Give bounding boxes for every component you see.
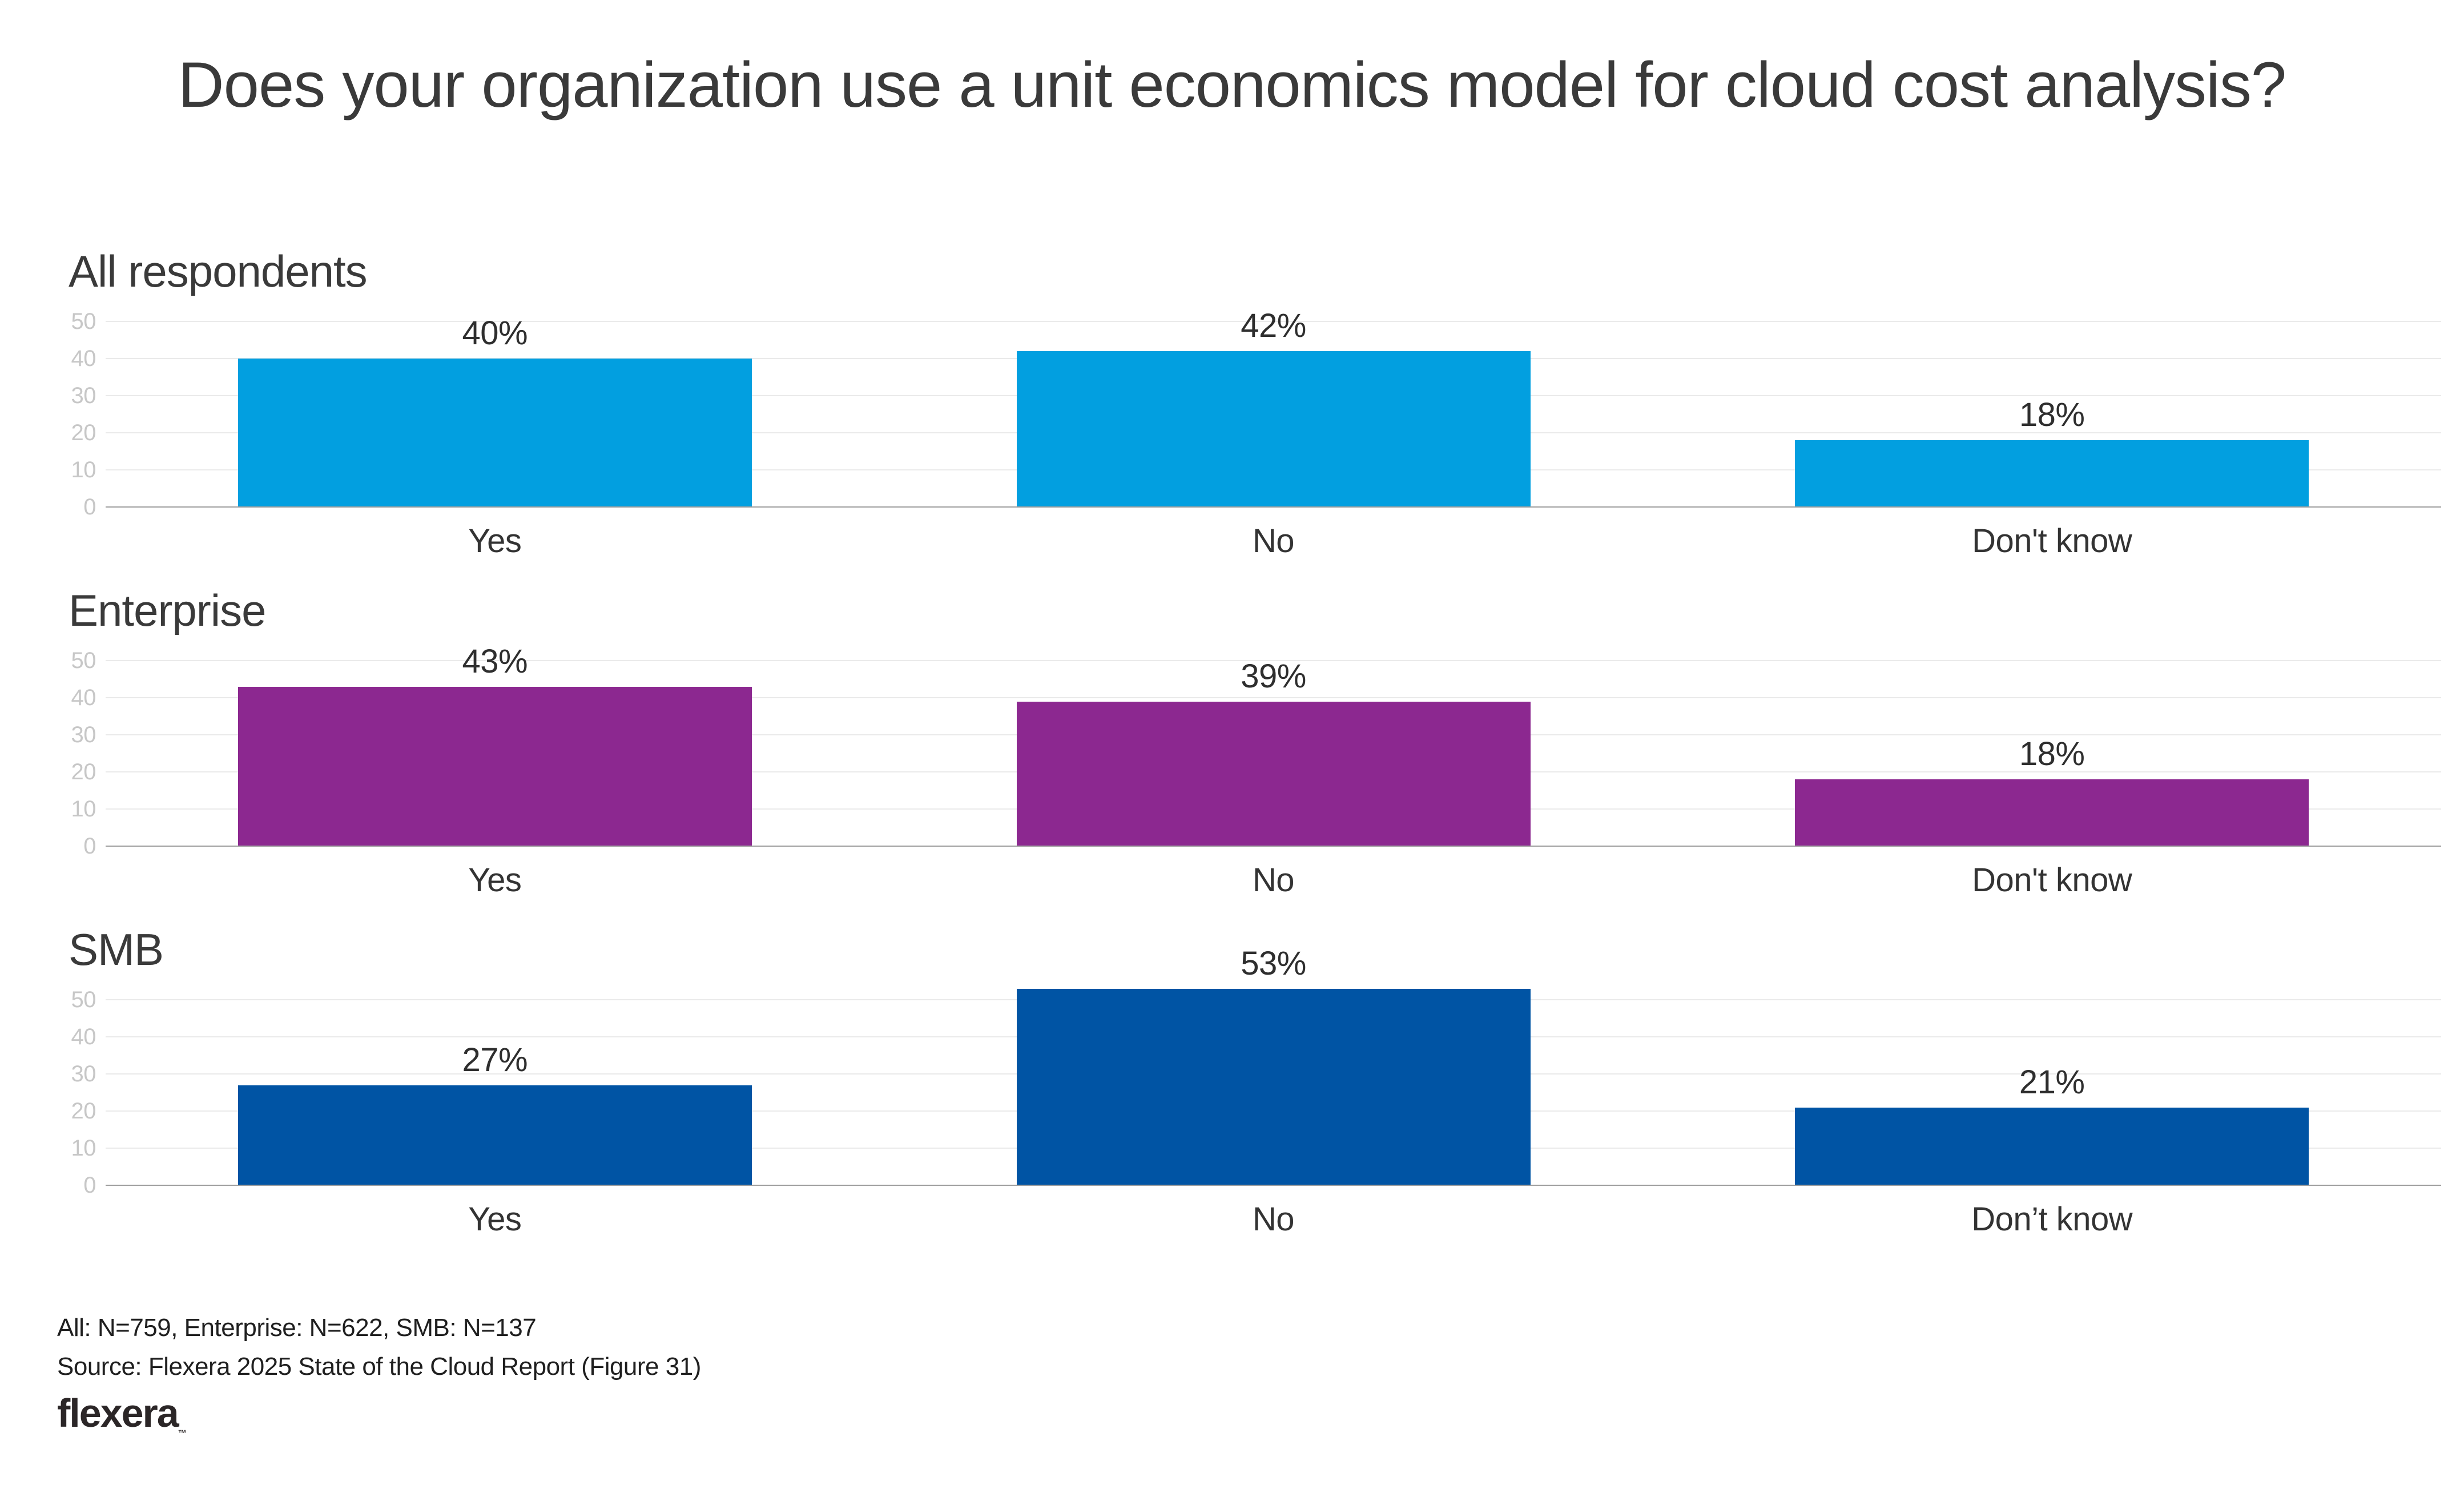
y-tick-label-50: 50 [71,987,96,1012]
bar-value-label: 40% [462,315,528,352]
bar-value-label: 43% [462,642,528,680]
bar-yes [237,1085,752,1185]
y-tick-label-0: 0 [83,494,96,520]
y-tick-label-30: 30 [71,383,96,408]
logo-trademark: ™ [178,1428,187,1438]
y-tick-label-50: 50 [71,309,96,334]
panel-title: Enterprise [69,585,266,635]
y-axis: 0 10 20 30 40 50 [0,988,96,1197]
bar-slots: 27% 53% 21% [106,947,2441,1185]
bar-value-label: 27% [462,1041,528,1078]
bar-slot-don-t-know: 18% [1662,661,2441,846]
bar-slot-yes: 27% [106,1000,884,1185]
y-tick-label-10: 10 [71,457,96,482]
flexera-logo: flexera™ [57,1393,187,1444]
y-tick-label-40: 40 [71,346,96,371]
x-axis-labels: Yes No Don’t know [106,1203,2441,1236]
bar-value-label: 53% [1241,944,1306,982]
chart-panel-enterprise: Enterprise 0 10 20 30 40 50 43% 39% 18% Yes No Do… [0,586,2464,925]
category-label-don-t-know: Don't know [1972,522,2132,560]
gridline-50 [106,321,2441,322]
bar-yes [237,686,752,846]
bar-don-t-know [1795,440,2309,507]
bar-value-label: 39% [1241,657,1306,695]
sample-size-note: All: N=759, Enterprise: N=622, SMB: N=13… [57,1314,537,1342]
y-tick-label-10: 10 [71,1136,96,1161]
bar-value-label: 42% [1241,307,1306,344]
y-tick-label-30: 30 [71,1061,96,1086]
plot-area: 43% 39% 18% [106,645,2441,847]
bar-slot-no: 53% [884,947,1663,1185]
y-tick-label-50: 50 [71,648,96,673]
bar-slot-no: 39% [884,657,1663,846]
bar-no [1016,701,1531,846]
y-tick-label-30: 30 [71,722,96,747]
bar-value-label: 18% [2019,396,2085,433]
category-label-no: No [1252,862,1295,899]
category-label-don-t-know: Don’t know [1971,1201,2133,1238]
x-axis-baseline [106,846,2441,847]
category-label-yes: Yes [468,522,522,560]
category-label-yes: Yes [468,1201,522,1238]
category-label-yes: Yes [468,862,522,899]
plot-area: 27% 53% 21% [106,947,2441,1186]
y-tick-label-10: 10 [71,796,96,822]
y-tick-label-40: 40 [71,685,96,710]
bar-yes [237,359,752,507]
category-label-don-t-know: Don't know [1972,862,2132,899]
bar-slot-no: 42% [884,309,1663,507]
x-axis-baseline [106,1185,2441,1186]
y-tick-label-0: 0 [83,1173,96,1198]
logo-text: flexera [57,1391,179,1435]
plot-area: 40% 42% 18% [106,309,2441,508]
y-tick-label-20: 20 [71,1098,96,1124]
gridline-50 [106,660,2441,661]
bar-don-t-know [1795,1107,2309,1185]
y-tick-label-0: 0 [83,834,96,859]
gridline-40 [106,697,2441,698]
y-tick-label-40: 40 [71,1024,96,1049]
bar-slot-don-t-know: 18% [1662,321,2441,507]
panel-title: SMB [69,924,164,975]
source-note: Source: Flexera 2025 State of the Cloud … [57,1353,701,1381]
x-axis-labels: Yes No Don't know [106,864,2441,897]
bar-no [1016,351,1531,507]
y-axis: 0 10 20 30 40 50 [0,649,96,858]
category-label-no: No [1252,522,1295,560]
bar-don-t-know [1795,779,2309,846]
bar-slot-yes: 43% [106,645,884,846]
bar-value-label: 18% [2019,735,2085,772]
panel-title: All respondents [69,246,368,296]
bar-no [1016,988,1531,1185]
bar-slots: 40% 42% 18% [106,309,2441,507]
y-tick-label-20: 20 [71,420,96,445]
category-label-no: No [1252,1201,1295,1238]
y-tick-label-20: 20 [71,759,96,784]
chart-panel-smb: SMB 0 10 20 30 40 50 27% 53% 21% Yes No Don’t kno… [0,925,2464,1265]
y-axis: 0 10 20 30 40 50 [0,310,96,518]
bar-slot-don-t-know: 21% [1662,1000,2441,1185]
x-axis-baseline [106,506,2441,508]
bar-slots: 43% 39% 18% [106,645,2441,846]
bar-slot-yes: 40% [106,317,884,507]
bar-value-label: 21% [2019,1063,2085,1101]
x-axis-labels: Yes No Don't know [106,525,2441,558]
chart-panel-all-respondents: All respondents 0 10 20 30 40 50 40% 42% 18% Ye… [0,247,2464,586]
page-title: Does your organization use a unit econom… [178,49,2286,120]
